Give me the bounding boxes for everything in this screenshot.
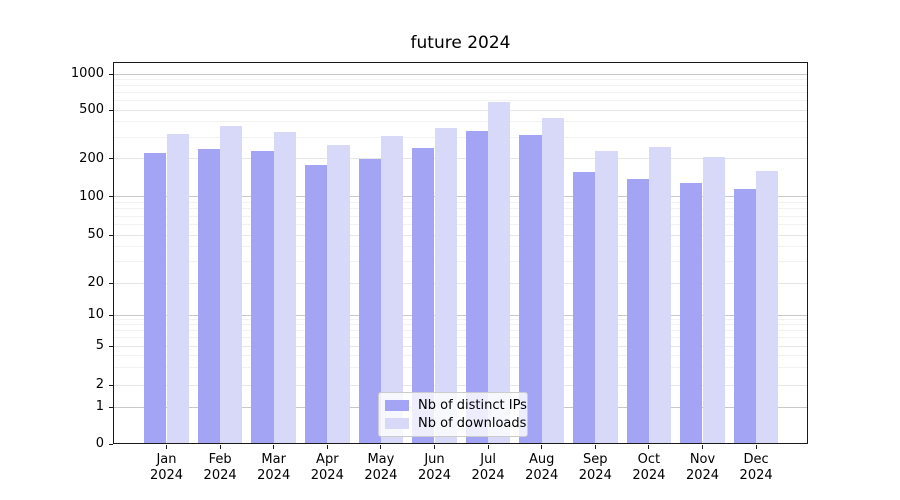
x-tick-year: 2024 xyxy=(149,467,184,483)
y-tick-label: 0 xyxy=(95,436,104,451)
x-tick-year: 2024 xyxy=(632,467,666,483)
x-tick-month: Sep xyxy=(583,452,608,467)
x-tick-mark xyxy=(380,445,382,449)
x-tick-year: 2024 xyxy=(257,467,291,483)
legend-label-distinct-ips: Nb of distinct IPs xyxy=(418,398,527,414)
x-tick-label: Apr 2024 xyxy=(295,452,359,483)
x-tick-label: Sep 2024 xyxy=(563,452,627,483)
y-tick-label: 50 xyxy=(87,227,104,242)
x-tick-label: Feb 2024 xyxy=(188,452,252,483)
x-tick-mark xyxy=(273,445,275,449)
x-tick-year: 2024 xyxy=(417,467,452,483)
x-tick-month: Jul xyxy=(480,452,496,467)
y-tick-label: 100 xyxy=(79,188,104,204)
x-tick-month: Feb xyxy=(208,452,232,467)
x-tick-month: May xyxy=(367,452,395,467)
x-tick-mark xyxy=(219,445,221,449)
y-tick-label: 10 xyxy=(87,307,104,322)
x-tick-year: 2024 xyxy=(739,467,773,483)
x-tick-label: May 2024 xyxy=(349,452,413,483)
legend-item-distinct-ips: Nb of distinct IPs xyxy=(385,398,527,413)
x-tick-mark xyxy=(434,445,435,449)
x-tick-mark xyxy=(487,445,489,449)
x-tick-mark xyxy=(166,445,167,449)
x-tick-mark xyxy=(541,445,543,449)
x-tick-label: Nov 2024 xyxy=(671,452,735,483)
x-tick-label: Dec 2024 xyxy=(724,452,788,483)
y-tick-label: 500 xyxy=(79,102,104,117)
chart-title: future 2024 xyxy=(410,33,511,53)
x-tick-month: Jun xyxy=(424,452,445,467)
x-tick-mark xyxy=(594,445,596,449)
legend-swatch-downloads xyxy=(385,417,409,429)
x-tick-mark xyxy=(648,445,650,449)
legend: Nb of distinct IPs Nb of downloads xyxy=(378,392,528,437)
x-tick-month: Aug xyxy=(528,452,555,467)
x-tick-mark xyxy=(702,445,703,449)
x-tick-label: Jan 2024 xyxy=(135,452,199,483)
y-tick-label: 200 xyxy=(79,150,104,166)
x-tick-mark xyxy=(755,445,757,449)
x-tick-month: Oct xyxy=(637,452,661,467)
x-tick-year: 2024 xyxy=(203,467,237,483)
x-tick-month: Mar xyxy=(261,452,286,467)
x-tick-label: Mar 2024 xyxy=(242,452,306,483)
y-tick-label: 1000 xyxy=(70,66,104,81)
x-tick-month: Nov xyxy=(689,452,716,467)
x-tick-year: 2024 xyxy=(525,467,559,483)
y-tick-label: 5 xyxy=(95,338,104,353)
x-tick-year: 2024 xyxy=(310,467,344,483)
y-tick-label: 2 xyxy=(95,377,104,392)
x-tick-month: Dec xyxy=(743,452,769,467)
y-tick-label: 20 xyxy=(87,275,104,290)
x-tick-month: Apr xyxy=(316,452,339,467)
x-tick-year: 2024 xyxy=(471,467,505,483)
x-tick-year: 2024 xyxy=(578,467,612,483)
x-tick-year: 2024 xyxy=(364,467,398,483)
x-tick-label: Aug 2024 xyxy=(510,452,574,483)
x-tick-month: Jan xyxy=(156,452,177,467)
legend-swatch-distinct-ips xyxy=(385,400,409,412)
x-tick-label: Oct 2024 xyxy=(617,452,681,483)
x-tick-mark xyxy=(326,445,328,449)
legend-label-downloads: Nb of downloads xyxy=(418,415,527,431)
plot-area xyxy=(113,62,808,444)
legend-item-downloads: Nb of downloads xyxy=(385,416,526,431)
x-tick-year: 2024 xyxy=(685,467,720,483)
x-tick-label: Jul 2024 xyxy=(456,452,520,483)
x-tick-label: Jun 2024 xyxy=(403,452,467,483)
y-tick-label: 1 xyxy=(95,399,104,414)
